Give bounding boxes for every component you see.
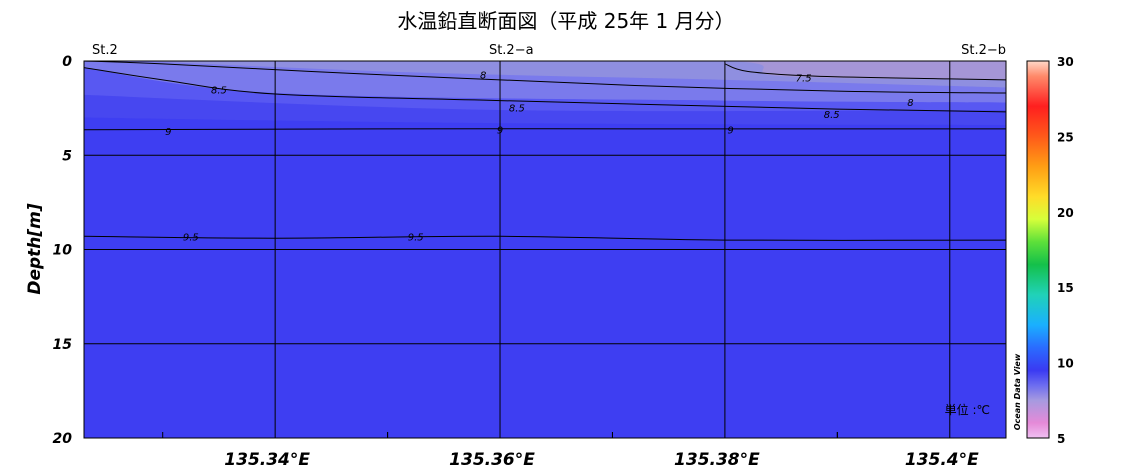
contour-9-5 — [84, 235, 1006, 241]
station-label: St.2 — [92, 43, 118, 58]
y-tick-label: 10 — [53, 243, 73, 259]
colorbar-tick-label: 25 — [1057, 130, 1074, 144]
colorbar-gradient — [1026, 60, 1050, 439]
contour-8 — [84, 61, 1006, 94]
contour-label: 8 — [907, 98, 913, 109]
contour-labels: 7.5 8 8 8.5 8.5 8.5 9 9 9 9.5 9.5 — [165, 71, 913, 244]
ocean-data-view-label: Ocean Data View — [1013, 353, 1022, 430]
colorbar: 30 25 20 15 10 5 Ocean Data View — [1013, 55, 1074, 446]
contour-label: 8.5 — [211, 86, 227, 97]
colorbar-tick-label: 20 — [1057, 206, 1074, 220]
y-tick-label: 20 — [53, 431, 73, 447]
grid-lines — [84, 61, 1006, 438]
band-7-5 — [331, 61, 1006, 80]
x-tick-label: 135.38°E — [674, 450, 760, 470]
y-axis-ticks: 0 5 10 15 20 — [53, 54, 73, 447]
temperature-bands — [84, 61, 1006, 438]
isotherm-contours — [84, 61, 1006, 241]
contour-label: 9 — [165, 127, 171, 138]
y-axis-label: Depth[m] — [25, 203, 45, 295]
contour-label: 8.5 — [824, 110, 840, 121]
unit-label: 単位 :℃ — [945, 402, 990, 417]
chart-title: 水温鉛直断面図（平成 25年 1 月分） — [397, 9, 734, 33]
contour-label: 9 — [497, 125, 503, 136]
plot-frame — [83, 60, 1007, 439]
colorbar-tick-label: 30 — [1057, 55, 1074, 69]
contour-7-5 — [724, 63, 1006, 81]
station-labels: St.2 St.2−a St.2−b — [92, 43, 1006, 58]
contour-label: 9.5 — [408, 233, 424, 244]
colorbar-tick-label: 10 — [1057, 357, 1074, 371]
y-tick-label: 15 — [53, 337, 73, 353]
station-label: St.2−b — [961, 43, 1006, 58]
y-tick-label: 5 — [62, 148, 72, 164]
x-tick-label: 135.36°E — [449, 450, 535, 470]
contour-9 — [84, 128, 1006, 131]
plot-area: 7.5 8 8 8.5 8.5 8.5 9 9 9 9.5 9.5 — [84, 61, 1006, 438]
contour-label: 9.5 — [183, 233, 199, 244]
colorbar-tick-label: 15 — [1057, 281, 1074, 295]
y-tick-label: 0 — [62, 54, 72, 70]
station-label: St.2−a — [489, 43, 534, 58]
contour-label: 9 — [727, 125, 733, 136]
contour-8-5 — [84, 67, 1006, 113]
contour-label: 8 — [480, 71, 486, 82]
contour-label: 7.5 — [796, 73, 812, 84]
x-axis-ticks: 135.34°E 135.36°E 135.38°E 135.4°E — [162, 432, 979, 470]
colorbar-tick-label: 5 — [1057, 432, 1065, 446]
x-tick-label: 135.4°E — [905, 450, 979, 470]
x-tick-label: 135.34°E — [224, 450, 310, 470]
colorbar-ticks: 30 25 20 15 10 5 — [1057, 55, 1074, 446]
contour-label: 8.5 — [509, 104, 525, 115]
